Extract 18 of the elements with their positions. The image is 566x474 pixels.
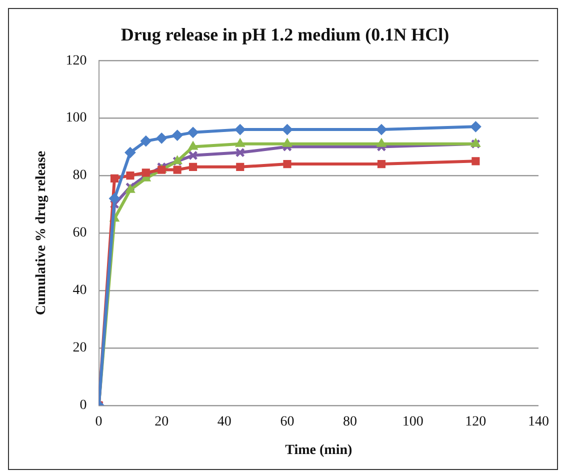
x-tick-label: 20 bbox=[154, 414, 169, 430]
y-tick-label: 100 bbox=[66, 110, 87, 126]
y-tick-label: 0 bbox=[80, 398, 87, 414]
y-tick-label: 80 bbox=[72, 168, 87, 184]
chart-title: Drug release in pH 1.2 medium (0.1N HCl) bbox=[120, 24, 450, 44]
x-tick-label: 60 bbox=[280, 414, 294, 430]
x-tick-label: 0 bbox=[95, 414, 102, 430]
x-tick-label: 80 bbox=[343, 414, 358, 430]
x-tick-label: 120 bbox=[465, 414, 486, 430]
y-tick-label: 60 bbox=[72, 226, 87, 241]
y-tick-label: 40 bbox=[72, 283, 87, 298]
y-tick-label: 20 bbox=[72, 340, 87, 356]
x-axis-title: Time (min) bbox=[285, 443, 352, 458]
x-tick-label: 40 bbox=[217, 414, 232, 430]
y-tick-label: 120 bbox=[66, 53, 87, 68]
x-tick-label: 140 bbox=[528, 414, 549, 430]
x-tick-label: 100 bbox=[402, 414, 424, 430]
y-axis-title: Cumulative % drug release bbox=[34, 150, 50, 316]
